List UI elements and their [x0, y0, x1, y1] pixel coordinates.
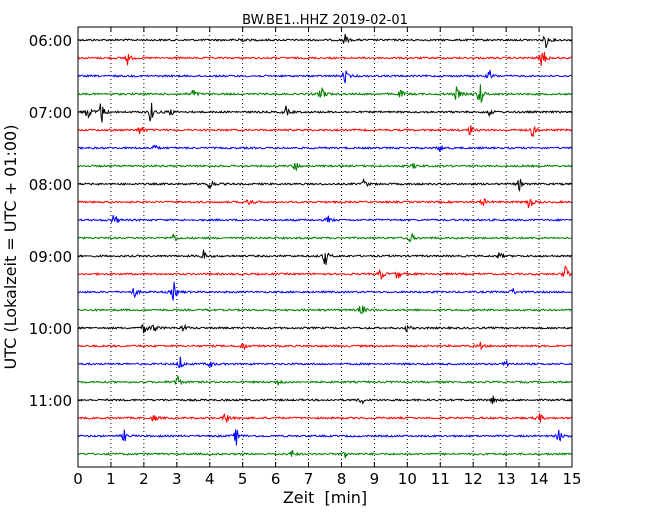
trace-0600	[77, 33, 572, 49]
trace-0830	[77, 215, 572, 224]
x-tick-label-6: 6	[271, 470, 281, 488]
trace-1030	[77, 356, 572, 369]
x-tick-label-10: 10	[398, 470, 417, 488]
x-tick-label-15: 15	[562, 470, 581, 488]
trace-0815	[77, 198, 572, 209]
trace-0615	[77, 51, 572, 67]
trace-0645	[77, 84, 573, 104]
x-tick-label-2: 2	[139, 470, 149, 488]
y-tick-label-08:00: 08:00	[29, 176, 72, 194]
x-tick-label-8: 8	[337, 470, 347, 488]
chart-title: BW.BE1..HHZ 2019-02-01	[242, 13, 408, 28]
y-axis-label: UTC (Lokalzeit = UTC + 01:00)	[1, 125, 20, 370]
x-tick-label-13: 13	[497, 470, 516, 488]
x-tick-label-4: 4	[205, 470, 215, 488]
x-axis-label: Zeit [min]	[283, 488, 367, 507]
seismic-traces	[77, 33, 573, 459]
x-tick-label-12: 12	[464, 470, 483, 488]
x-tick-label-14: 14	[530, 470, 549, 488]
trace-0945	[77, 305, 572, 315]
x-tick-label-11: 11	[431, 470, 450, 488]
trace-1100	[77, 395, 572, 405]
trace-0845	[77, 232, 572, 243]
trace-0630	[77, 69, 572, 84]
y-tick-label-07:00: 07:00	[29, 104, 72, 122]
trace-0715	[77, 125, 572, 138]
trace-0730	[77, 144, 572, 152]
trace-0930	[77, 281, 572, 301]
trace-1000	[77, 323, 572, 334]
trace-0700	[77, 102, 573, 123]
axis-ticks: 0 1 2 3 4 5 6 7 8 9 10 11 12 13 14 1506:0007:0008:0009:…	[29, 27, 582, 488]
trace-0900	[77, 249, 572, 265]
trace-1115	[77, 413, 572, 423]
trace-1130	[77, 429, 572, 446]
plot-frame	[77, 26, 573, 468]
trace-1015	[77, 341, 572, 351]
x-tick-label-1: 1	[106, 470, 116, 488]
x-tick-label-5: 5	[238, 470, 248, 488]
trace-0915	[77, 264, 573, 280]
trace-0800	[77, 177, 572, 192]
grid-lines	[110, 27, 540, 467]
y-tick-label-11:00: 11:00	[29, 392, 72, 410]
x-tick-label-0: 0	[73, 470, 83, 488]
x-tick-label-7: 7	[304, 470, 314, 488]
x-tick-label-3: 3	[172, 470, 182, 488]
x-tick-label-9: 9	[370, 470, 380, 488]
trace-0745	[77, 162, 573, 171]
y-tick-label-10:00: 10:00	[29, 320, 72, 338]
y-tick-label-09:00: 09:00	[29, 248, 72, 266]
trace-1045	[77, 375, 572, 386]
trace-1145	[78, 449, 572, 459]
y-tick-label-06:00: 06:00	[29, 32, 72, 50]
